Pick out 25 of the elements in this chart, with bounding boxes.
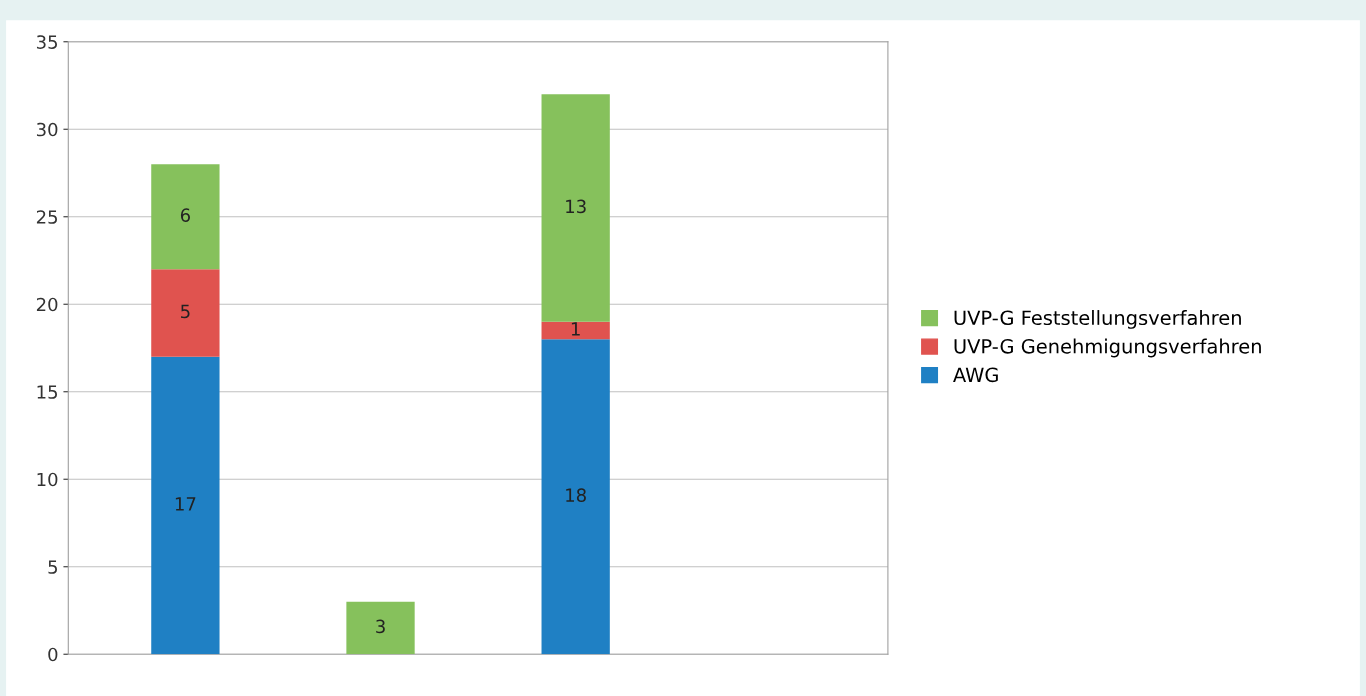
y-tick-label: 5 — [48, 560, 57, 574]
data-label: 17 — [175, 497, 196, 511]
data-label: 3 — [376, 619, 385, 634]
y-tick-label: 35 — [36, 35, 57, 49]
bar — [151, 164, 220, 270]
legend-label: UVP-G Genehmigungsverfahren — [954, 338, 1261, 358]
y-tick-label: 25 — [36, 210, 57, 224]
y-tick-label: 30 — [36, 122, 58, 137]
bar — [346, 601, 415, 655]
y-tick-label: 20 — [36, 297, 58, 312]
y-tick-label: 15 — [37, 385, 57, 399]
bar — [541, 94, 610, 322]
legend-label: AWG — [953, 367, 998, 383]
data-label: 13 — [566, 199, 586, 214]
y-tick-label: 10 — [37, 472, 58, 487]
bar — [151, 269, 220, 357]
y-tick-label: 0 — [48, 647, 58, 662]
bar — [541, 339, 610, 655]
bar — [541, 321, 610, 340]
bar — [151, 356, 220, 655]
data-label: 6 — [180, 208, 190, 222]
data-label: 1 — [571, 322, 580, 336]
data-label: 18 — [566, 488, 586, 502]
data-label: 5 — [181, 304, 190, 319]
legend-label: UVP-G Feststellungsverfahren — [954, 310, 1241, 329]
